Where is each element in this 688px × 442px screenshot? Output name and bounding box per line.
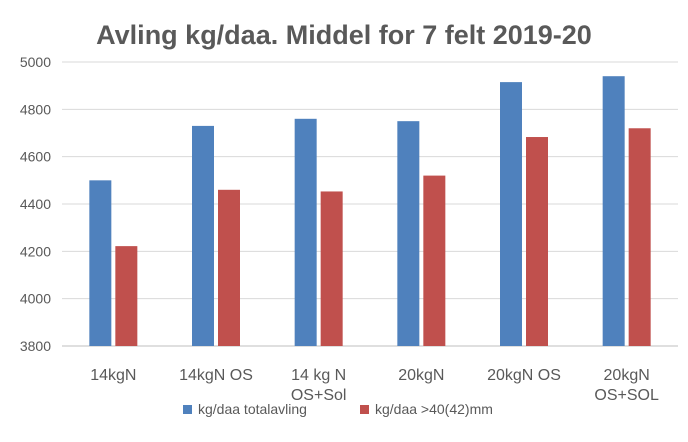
legend-swatch-2 bbox=[360, 405, 369, 414]
bar-over-40mm-3 bbox=[320, 191, 343, 346]
bar-totalavling-2 bbox=[192, 125, 214, 347]
y-tick-label: 3800 bbox=[20, 338, 51, 354]
x-tick-label-line: 20kgN bbox=[398, 367, 444, 384]
legend: kg/daa totalavling kg/daa >40(42)mm bbox=[183, 401, 493, 417]
legend-swatch-1 bbox=[183, 405, 192, 414]
y-tick-label: 4600 bbox=[20, 149, 51, 165]
x-tick-label: 20kgN OS bbox=[487, 367, 561, 384]
bar-over-40mm-1 bbox=[115, 246, 138, 346]
bar-totalavling-5 bbox=[500, 82, 522, 346]
gridlines bbox=[62, 61, 678, 347]
x-axis-tick-labels: 14kgN 14kgN OS 14 kg N OS+Sol 20kgN 20kgN OS 2… bbox=[90, 367, 659, 404]
bar-over-40mm-5 bbox=[526, 137, 548, 346]
x-tick-label-line: 20kgN OS bbox=[487, 367, 561, 384]
x-tick-label-line: 14 kg N bbox=[291, 367, 346, 384]
bar-totalavling-6 bbox=[602, 76, 625, 346]
x-tick-label-line: 14kgN OS bbox=[179, 367, 253, 384]
y-axis-tick-labels: 3800 4000 4200 4400 4600 4800 5000 bbox=[20, 54, 51, 354]
bars bbox=[89, 76, 651, 347]
bar-totalavling-3 bbox=[294, 118, 317, 346]
bar-totalavling-1 bbox=[89, 180, 112, 346]
x-tick-label-line: 20kgN bbox=[604, 367, 650, 384]
x-tick-label: 14 kg N OS+Sol bbox=[291, 367, 347, 404]
bar-over-40mm-6 bbox=[628, 128, 651, 346]
y-tick-label: 4400 bbox=[20, 196, 51, 212]
x-tick-label: 20kgN OS+SOL bbox=[594, 367, 659, 404]
legend-label-2: kg/daa >40(42)mm bbox=[375, 401, 493, 417]
bar-over-40mm-2 bbox=[218, 189, 240, 346]
x-tick-label-line: OS+Sol bbox=[291, 387, 347, 404]
x-tick-label: 20kgN bbox=[398, 367, 444, 384]
x-tick-label: 14kgN bbox=[90, 367, 136, 384]
x-tick-label-line: OS+SOL bbox=[594, 387, 659, 404]
x-tick-label: 14kgN OS bbox=[179, 367, 253, 384]
y-tick-label: 4800 bbox=[20, 101, 51, 117]
chart-title: Avling kg/daa. Middel for 7 felt 2019-20 bbox=[96, 20, 592, 50]
bar-totalavling-4 bbox=[397, 121, 420, 347]
x-tick-label-line: 14kgN bbox=[90, 367, 136, 384]
y-tick-label: 4000 bbox=[20, 291, 51, 307]
bar-over-40mm-4 bbox=[423, 175, 446, 346]
y-tick-label: 4200 bbox=[20, 243, 51, 259]
legend-label-1: kg/daa totalavling bbox=[198, 401, 307, 417]
y-tick-label: 5000 bbox=[20, 54, 51, 70]
